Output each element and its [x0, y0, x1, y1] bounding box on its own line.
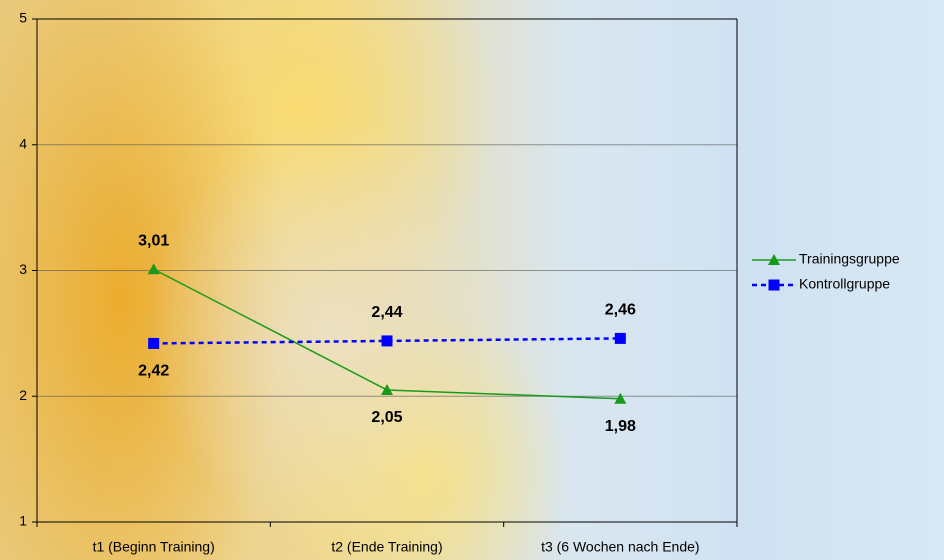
point — [147, 263, 160, 275]
x-tick-label: t3 (6 Wochen nach Ende) — [541, 539, 700, 555]
y-tick-label: 2 — [19, 387, 27, 403]
point — [614, 392, 627, 404]
x-tick-label: t1 (Beginn Training) — [93, 539, 215, 555]
point — [614, 332, 626, 344]
y-tick-label: 4 — [19, 135, 27, 151]
y-tick-label: 5 — [19, 10, 27, 26]
value-label: 2,05 — [371, 409, 402, 426]
y-tick-label: 3 — [19, 261, 27, 277]
value-label: 1,98 — [605, 418, 636, 435]
point — [381, 335, 393, 347]
point — [148, 337, 160, 349]
value-label: 2,44 — [371, 304, 402, 321]
x-tick-label: t2 (Ende Training) — [331, 539, 442, 555]
point — [381, 383, 393, 395]
value-label: 3,01 — [138, 232, 169, 249]
legend-label: Kontrollgruppe — [799, 276, 890, 292]
legend-marker — [768, 254, 780, 265]
line — [153, 337, 621, 345]
line — [153, 268, 621, 400]
legend-label: Trainingsgruppe — [799, 251, 900, 267]
value-label: 2,46 — [605, 302, 636, 319]
legend-marker — [768, 279, 780, 291]
y-tick-label: 1 — [19, 513, 27, 529]
value-label: 2,42 — [138, 363, 169, 380]
